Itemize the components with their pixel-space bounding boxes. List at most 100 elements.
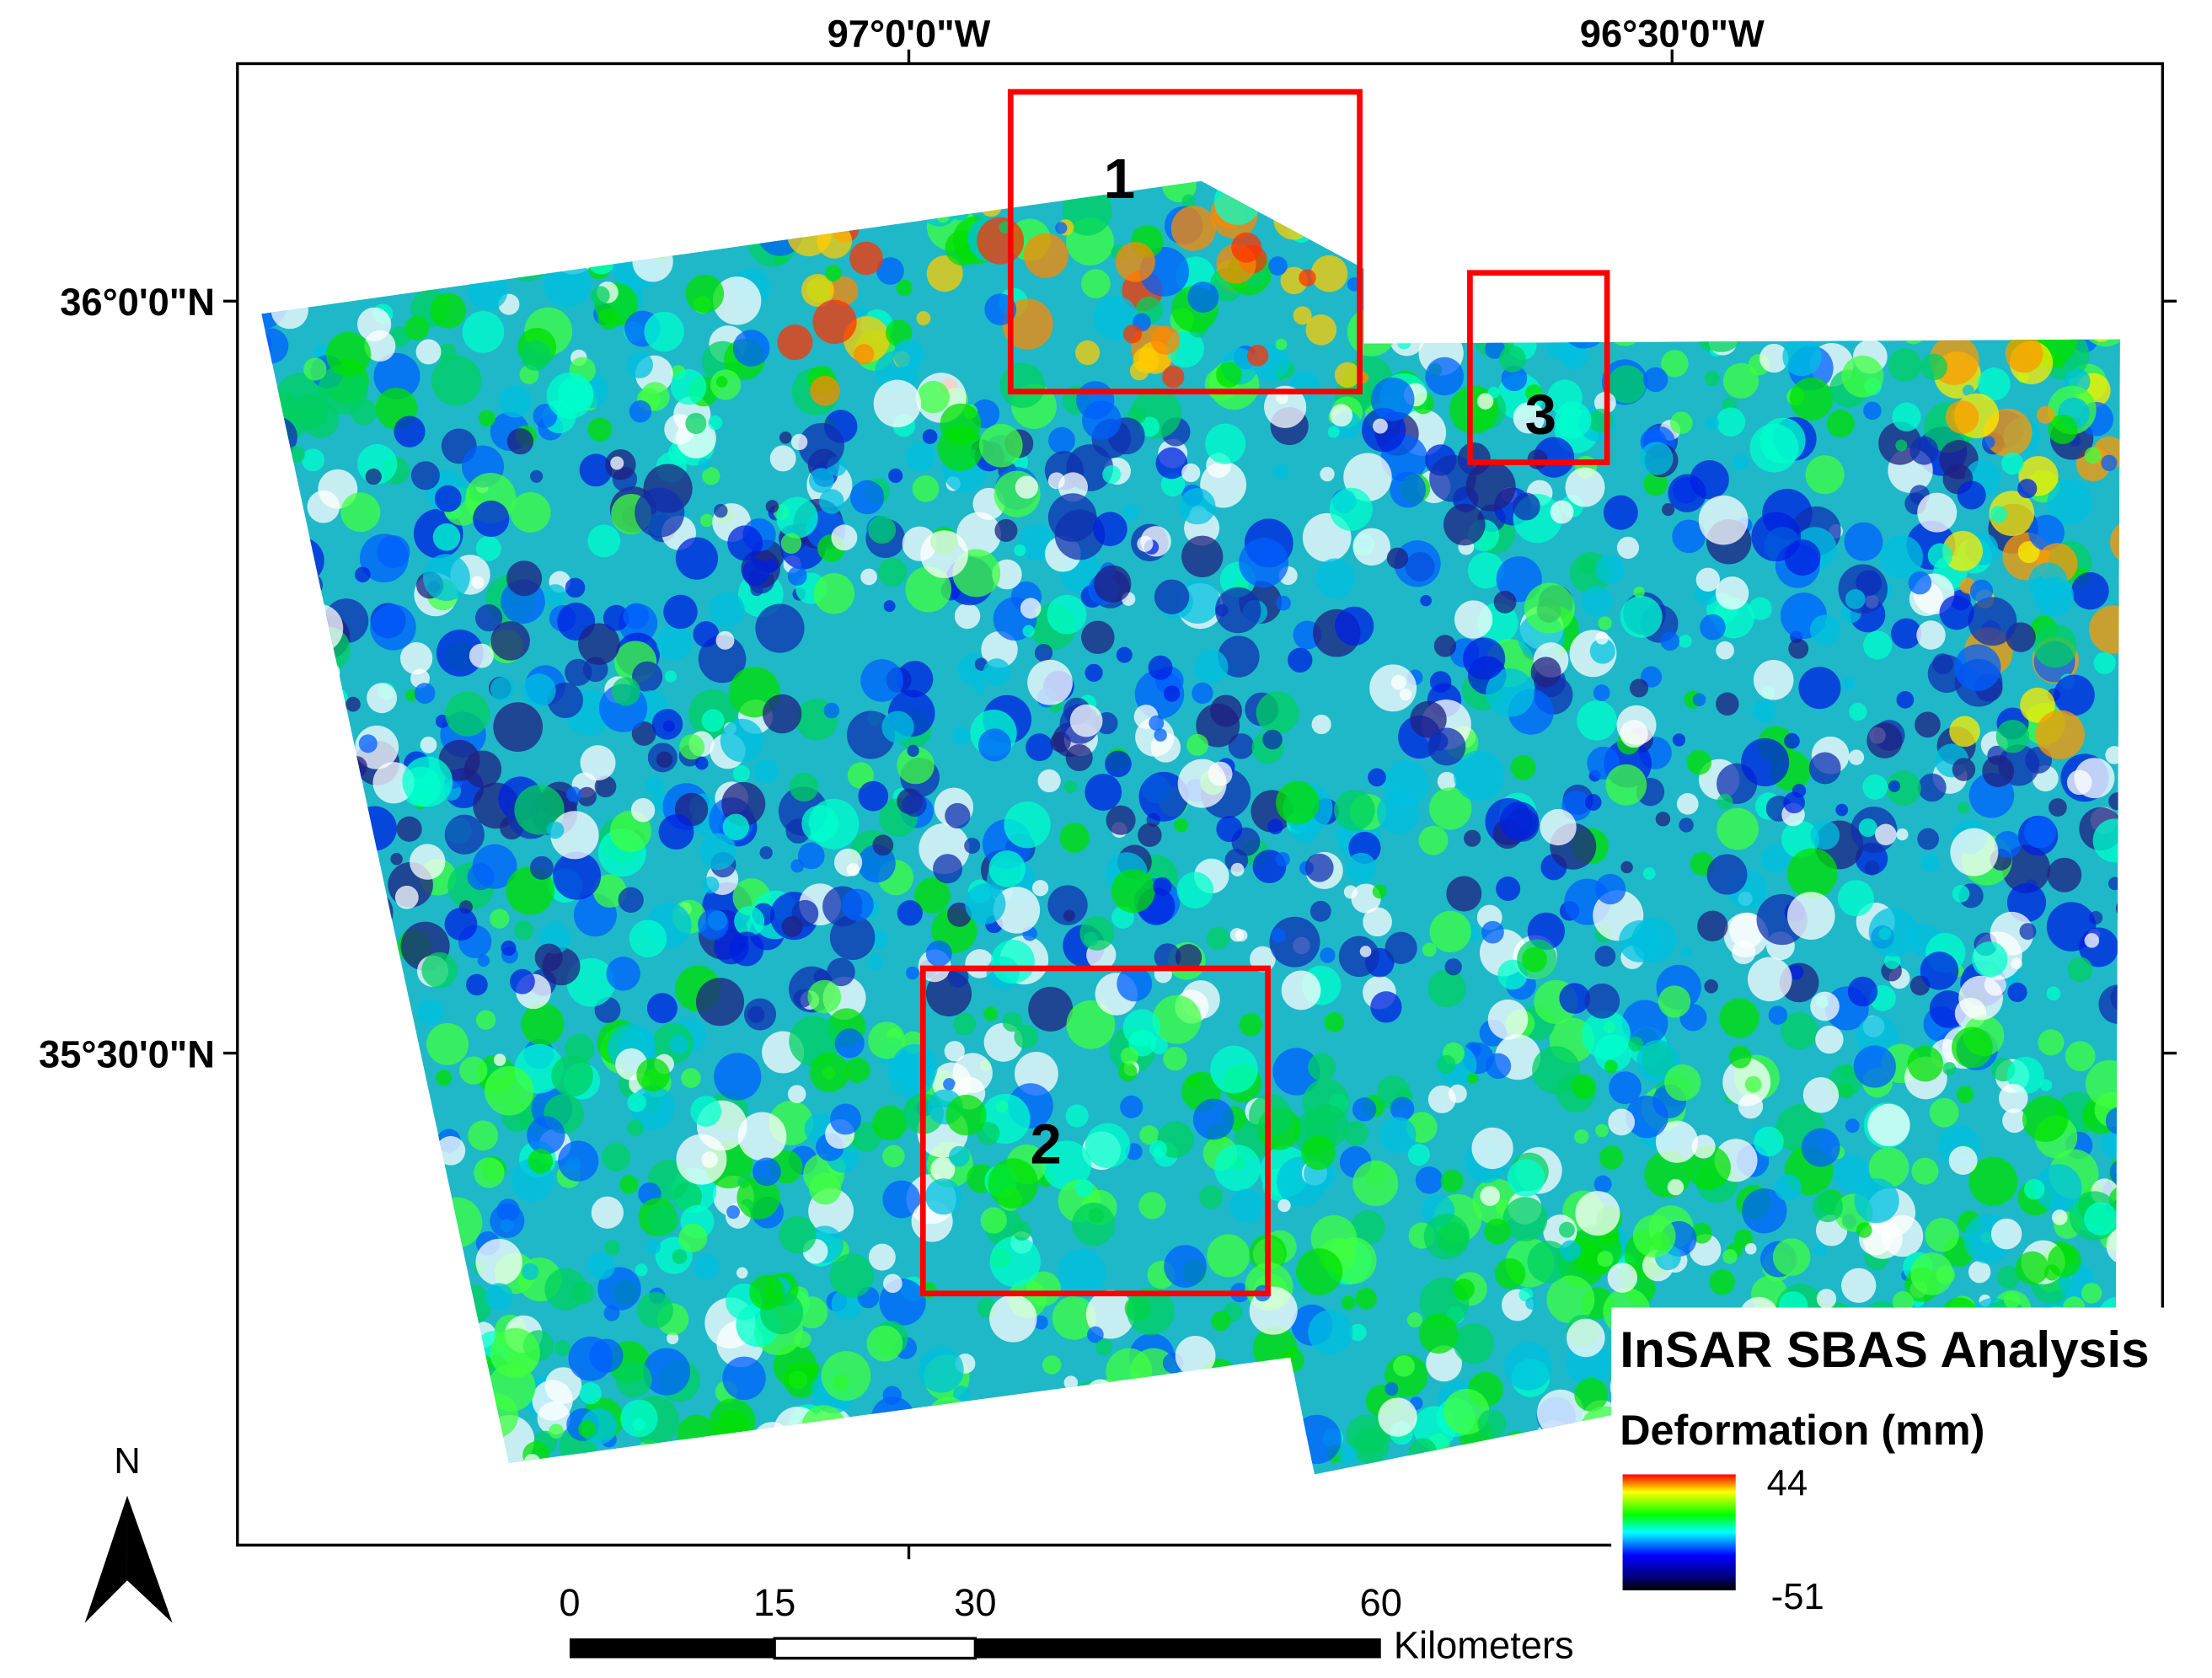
raster-patch bbox=[2000, 298, 2012, 312]
raster-patch bbox=[749, 1274, 785, 1311]
raster-patch bbox=[1969, 579, 1994, 603]
raster-patch bbox=[1127, 1287, 1175, 1336]
raster-patch bbox=[1790, 377, 1834, 421]
raster-patch bbox=[819, 489, 844, 514]
raster-patch bbox=[292, 673, 329, 710]
raster-patch bbox=[1837, 880, 1874, 917]
raster-patch bbox=[1499, 346, 1526, 373]
raster-patch bbox=[656, 625, 693, 661]
raster-patch bbox=[1929, 1097, 1959, 1128]
raster-patch bbox=[1658, 985, 1691, 1018]
raster-patch bbox=[1389, 320, 1425, 357]
raster-patch bbox=[303, 357, 327, 381]
raster-patch bbox=[515, 239, 550, 276]
raster-patch bbox=[1163, 685, 1181, 702]
raster-patch bbox=[587, 524, 621, 558]
raster-patch bbox=[1904, 250, 1929, 274]
raster-patch bbox=[506, 428, 534, 455]
raster-patch bbox=[279, 1350, 324, 1396]
raster-patch bbox=[787, 1085, 806, 1103]
raster-patch bbox=[2073, 212, 2112, 251]
raster-patch bbox=[292, 1199, 333, 1239]
raster-patch bbox=[2100, 1131, 2120, 1158]
raster-patch bbox=[1422, 180, 1474, 211]
raster-patch bbox=[876, 257, 904, 285]
raster-patch bbox=[1631, 180, 1658, 208]
raster-patch bbox=[1002, 1456, 1036, 1475]
raster-patch bbox=[278, 826, 299, 846]
raster-patch bbox=[953, 1012, 977, 1036]
raster-patch bbox=[983, 1006, 999, 1021]
raster-patch bbox=[1808, 752, 1841, 785]
raster-patch bbox=[1901, 191, 1920, 210]
raster-patch bbox=[350, 1166, 365, 1180]
raster-patch bbox=[1288, 647, 1313, 673]
raster-patch bbox=[329, 1062, 374, 1107]
raster-patch bbox=[820, 180, 858, 193]
raster-patch bbox=[287, 445, 305, 464]
raster-patch bbox=[414, 683, 436, 705]
raster-patch bbox=[319, 1461, 364, 1475]
raster-patch bbox=[1027, 659, 1073, 705]
raster-patch bbox=[490, 1203, 525, 1238]
raster-patch bbox=[501, 940, 517, 957]
raster-patch bbox=[1310, 900, 1331, 922]
raster-patch bbox=[302, 702, 329, 730]
raster-patch bbox=[755, 603, 805, 653]
raster-patch bbox=[1692, 201, 1710, 218]
raster-patch bbox=[944, 1041, 965, 1062]
raster-patch bbox=[1752, 698, 1777, 723]
raster-patch bbox=[447, 180, 470, 186]
raster-patch bbox=[1400, 187, 1414, 202]
raster-patch bbox=[2016, 201, 2047, 232]
raster-patch bbox=[1574, 1129, 1589, 1145]
raster-patch bbox=[1798, 667, 1841, 710]
raster-patch bbox=[261, 249, 289, 280]
raster-patch bbox=[925, 1178, 962, 1215]
raster-patch bbox=[459, 1373, 481, 1394]
raster-patch bbox=[335, 1076, 375, 1116]
raster-patch bbox=[485, 1066, 534, 1116]
raster-patch bbox=[275, 1379, 318, 1422]
raster-patch bbox=[1695, 567, 1721, 592]
area-labels: 1 2 3 bbox=[1031, 147, 1556, 1177]
raster-patch bbox=[790, 433, 808, 451]
raster-patch bbox=[1598, 616, 1612, 630]
scale-labels: 0 15 30 60 bbox=[559, 1581, 1402, 1624]
raster-patch bbox=[1593, 684, 1610, 701]
raster-patch bbox=[276, 999, 321, 1043]
raster-patch bbox=[667, 1332, 679, 1345]
raster-patch bbox=[319, 925, 341, 946]
raster-patch bbox=[860, 568, 877, 586]
raster-patch bbox=[422, 554, 470, 602]
raster-patch bbox=[350, 1236, 391, 1277]
raster-patch bbox=[1609, 180, 1625, 183]
raster-patch bbox=[1264, 385, 1307, 428]
raster-patch bbox=[273, 1348, 290, 1365]
raster-patch bbox=[1717, 793, 1733, 810]
raster-patch bbox=[463, 750, 502, 788]
raster-patch bbox=[722, 813, 750, 841]
raster-patch bbox=[1181, 535, 1224, 577]
raster-patch bbox=[1193, 649, 1229, 684]
raster-patch bbox=[270, 540, 296, 566]
raster-patch bbox=[1198, 1453, 1224, 1475]
raster-patch bbox=[1075, 340, 1101, 366]
raster-patch bbox=[1085, 1123, 1131, 1168]
raster-patch bbox=[930, 1156, 956, 1182]
raster-patch bbox=[727, 200, 742, 214]
raster-patch bbox=[261, 487, 281, 520]
raster-patch bbox=[698, 635, 747, 684]
raster-patch bbox=[1020, 598, 1042, 619]
raster-patch bbox=[956, 512, 1002, 557]
raster-patch bbox=[1640, 442, 1674, 475]
raster-patch bbox=[648, 207, 661, 220]
raster-patch bbox=[2006, 882, 2047, 923]
raster-patch bbox=[1676, 792, 1699, 815]
raster-patch bbox=[1705, 415, 1720, 431]
raster-patch bbox=[1487, 999, 1529, 1040]
raster-patch bbox=[1311, 714, 1331, 735]
raster-patch bbox=[920, 530, 968, 579]
color-ramp bbox=[1622, 1474, 1736, 1590]
raster-patch bbox=[1594, 946, 1616, 967]
